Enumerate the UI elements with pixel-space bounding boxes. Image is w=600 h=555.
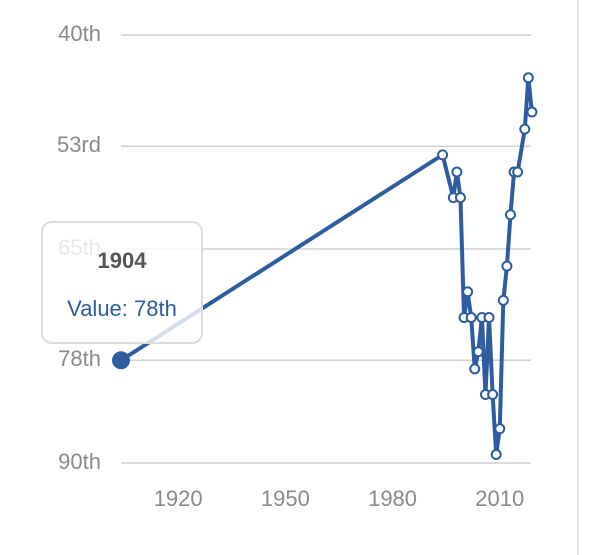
point: [504, 209, 516, 221]
point: [469, 363, 481, 375]
y-tick-label: 40th: [58, 21, 101, 46]
x-tick-label: 1950: [261, 486, 310, 511]
point: [490, 448, 502, 460]
point: [451, 166, 463, 178]
y-tick-label: 78th: [58, 346, 101, 371]
point: [494, 423, 506, 435]
point: [483, 311, 495, 323]
tooltip: 1904 Value: 78th: [41, 221, 203, 344]
y-tick-label: 90th: [58, 449, 101, 474]
point: [526, 106, 538, 118]
point: [487, 389, 499, 401]
point: [465, 311, 477, 323]
tooltip-title: 1904: [98, 248, 148, 273]
x-tick-label: 2010: [475, 486, 524, 511]
tooltip-box: [41, 221, 203, 344]
x-tick-label: 1980: [368, 486, 417, 511]
point: [501, 260, 513, 272]
point: [454, 192, 466, 204]
point: [522, 72, 534, 84]
point: [472, 346, 484, 358]
highlight-point: [112, 351, 130, 370]
x-tick-label: 1920: [154, 486, 203, 511]
y-tick-label: 53rd: [57, 132, 101, 157]
point: [519, 123, 531, 135]
point: [512, 166, 524, 178]
point: [497, 294, 509, 306]
tooltip-label: Value: 78th: [67, 296, 177, 321]
point: [462, 286, 474, 298]
point: [437, 149, 449, 161]
